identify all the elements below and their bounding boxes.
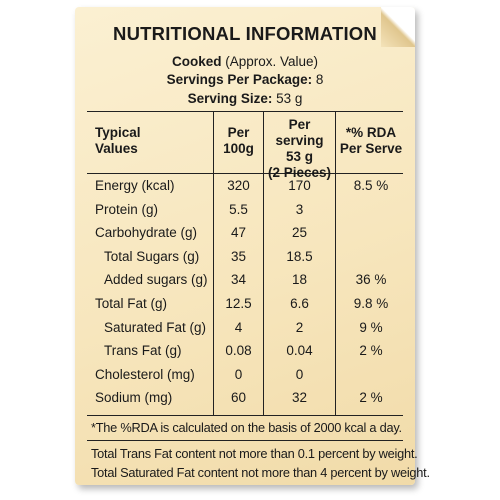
- header-per-100g: Per 100g: [223, 125, 254, 156]
- per-serving-value: 25: [291, 225, 308, 241]
- nutrient-name: Sodium (mg): [95, 390, 173, 406]
- servings-value: 8: [315, 72, 324, 87]
- nutrition-label: NUTRITIONAL INFORMATION Cooked (Approx. …: [75, 7, 430, 485]
- page-curl: [381, 7, 415, 47]
- nutrient-name: Energy (kcal): [95, 178, 175, 193]
- per-100g-value: 12.5: [225, 296, 252, 311]
- rda-value: 9 %: [359, 319, 383, 335]
- nutrient-name: Protein (g): [95, 201, 159, 217]
- rda-value: 36 %: [355, 272, 387, 288]
- serving-size-label: Serving Size:: [187, 91, 273, 106]
- per-serving-value: 0.04: [286, 343, 313, 359]
- nutrient-name: Cholesterol (mg): [95, 366, 195, 382]
- per-100g-value: 320: [227, 178, 250, 193]
- per-serving-value: 170: [288, 178, 311, 193]
- column-divider-3: [335, 111, 336, 415]
- cooked-label: Cooked: [171, 54, 222, 69]
- rda-value: 9.8 %: [353, 296, 389, 311]
- table-top-rule: [87, 111, 403, 112]
- servings-label: Servings Per Package:: [166, 72, 313, 87]
- per-serving-value: 6.6: [290, 296, 309, 311]
- rda-value: 2 %: [359, 343, 383, 359]
- per-100g-value: 35: [230, 248, 247, 264]
- per-100g-value: 5.5: [229, 201, 248, 217]
- column-divider-1: [213, 111, 214, 415]
- table-bottom-rule: [87, 415, 403, 416]
- footnote-rule: [87, 440, 403, 441]
- nutrient-name: Carbohydrate (g): [95, 225, 198, 241]
- column-divider-2: [263, 111, 264, 415]
- per-serving-value: 3: [295, 201, 304, 217]
- nutrient-name: Total Sugars (g): [104, 248, 200, 264]
- per-serving-value: 18: [291, 272, 308, 288]
- per-serving-value: 18.5: [286, 248, 313, 264]
- cooked-note: (Approx. Value): [225, 54, 319, 69]
- rda-value: 2 %: [359, 390, 383, 406]
- trans-fat-footnote: Total Trans Fat content not more than 0.…: [91, 446, 418, 461]
- header-rda: *% RDA Per Serve: [339, 125, 403, 156]
- nutrient-name: Added sugars (g): [104, 272, 208, 288]
- cooked-line: Cooked (Approx. Value): [75, 54, 415, 70]
- serving-size-line: Serving Size: 53 g: [75, 91, 415, 107]
- per-serving-value: 2: [295, 319, 304, 335]
- per-100g-value: 60: [230, 390, 247, 406]
- table-header-rule: [87, 173, 403, 174]
- per-serving-value: 32: [291, 390, 308, 406]
- nutrient-name: Saturated Fat (g): [104, 319, 207, 335]
- nutrient-name: Total Fat (g): [95, 296, 168, 311]
- header-per-serving: Per serving 53 g (2 Pieces): [267, 117, 332, 180]
- header-typical: Typical Values: [95, 125, 141, 156]
- per-100g-value: 0: [234, 366, 243, 382]
- per-100g-value: 4: [234, 319, 243, 335]
- label-heading: NUTRITIONAL INFORMATION: [113, 23, 377, 44]
- per-100g-value: 0.08: [225, 343, 252, 359]
- per-100g-value: 47: [230, 225, 247, 241]
- per-serving-value: 0: [295, 366, 304, 382]
- rda-footnote: *The %RDA is calculated on the basis of …: [91, 420, 402, 435]
- per-100g-value: 34: [230, 272, 247, 288]
- serving-size-value: 53 g: [276, 91, 303, 106]
- rda-value: 8.5 %: [353, 178, 389, 193]
- servings-line: Servings Per Package: 8: [75, 72, 415, 88]
- saturated-fat-footnote: Total Saturated Fat content not more tha…: [91, 465, 430, 480]
- nutrient-name: Trans Fat (g): [104, 343, 182, 359]
